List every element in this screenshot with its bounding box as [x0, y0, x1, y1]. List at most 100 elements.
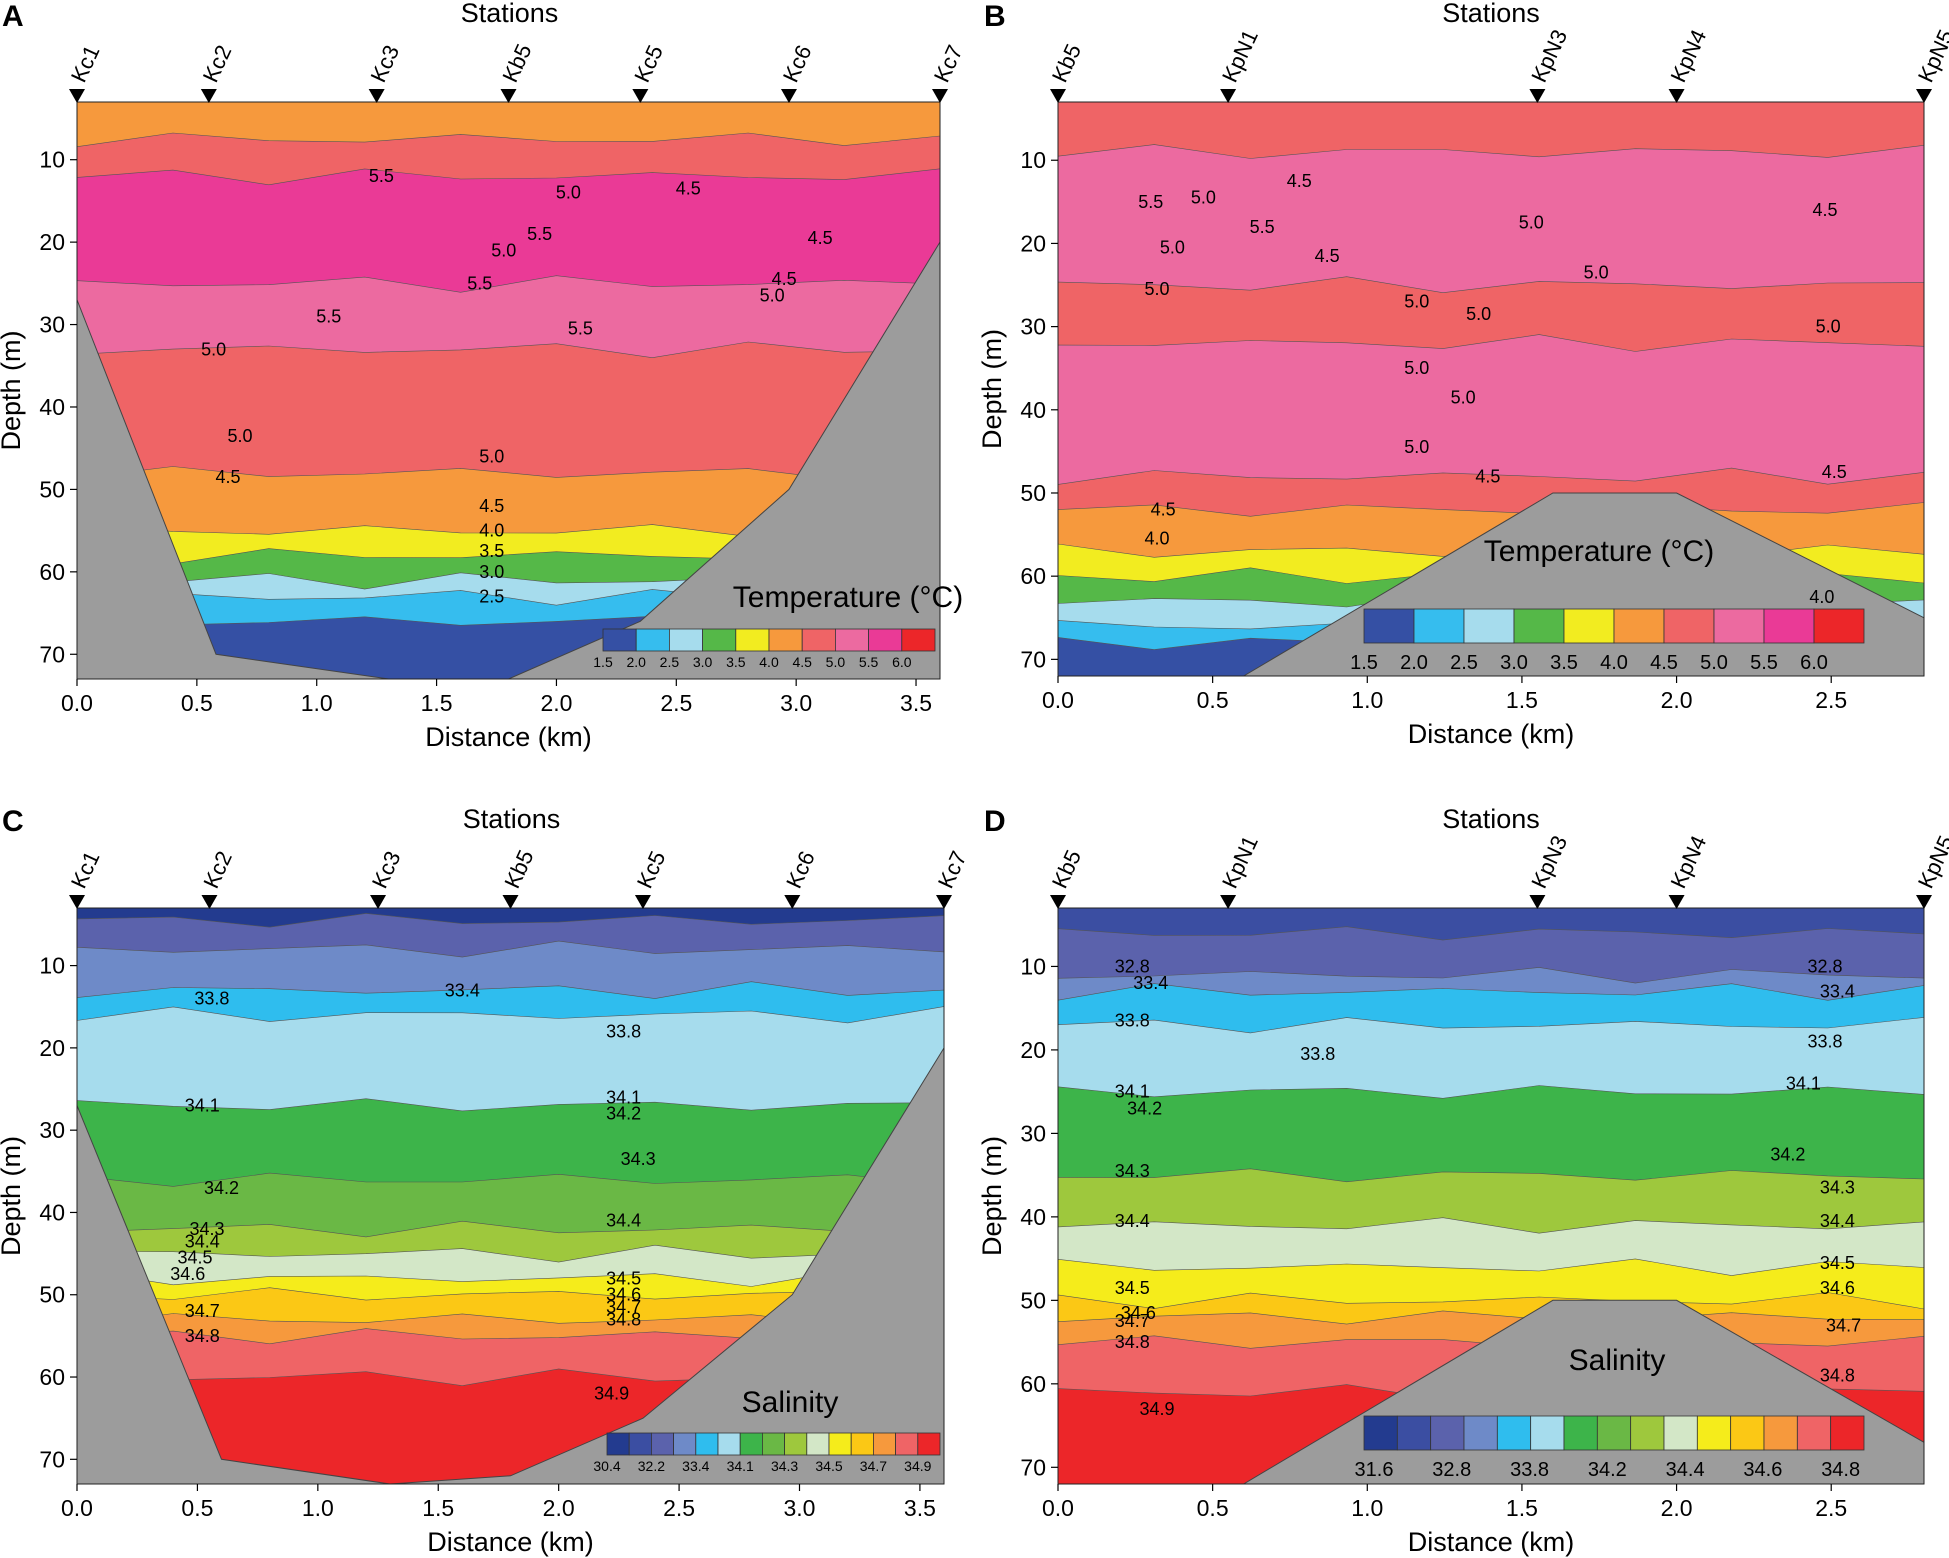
contour-label: 33.8	[1300, 1044, 1335, 1064]
contour-label: 34.2	[606, 1104, 641, 1124]
contour-fills	[1058, 102, 1924, 676]
station-label: Kc1	[66, 41, 105, 86]
contour-label: 34.4	[185, 1231, 220, 1251]
x-tick-label: 3.0	[780, 690, 812, 716]
station-marker	[1050, 89, 1066, 103]
x-tick-label: 0.0	[61, 690, 93, 716]
contour-label: 34.9	[594, 1383, 629, 1403]
contour-label: 32.8	[1115, 956, 1150, 976]
colorbar-tick-label: 34.2	[1588, 1459, 1627, 1481]
station-label: Kc5	[629, 41, 668, 86]
colorbar-tick-label: 34.8	[1821, 1459, 1860, 1481]
station-marker	[1668, 89, 1685, 103]
contour-label: 34.1	[185, 1095, 220, 1115]
contour-label: 34.4	[1115, 1211, 1150, 1231]
station-marker	[200, 89, 217, 103]
x-tick-label: 1.5	[1506, 1495, 1538, 1521]
colorbar-swatch	[1563, 1415, 1598, 1451]
stations-title: Stations	[1442, 804, 1540, 834]
y-tick-label: 40	[39, 1199, 65, 1225]
contour-label: 33.8	[1115, 1011, 1150, 1031]
station-label: Kc6	[781, 847, 820, 892]
colorbar-swatch	[1663, 1415, 1698, 1451]
stations-title: Stations	[463, 804, 561, 834]
colorbar-tick-label: 2.0	[1400, 652, 1428, 674]
y-tick-label: 10	[39, 953, 65, 979]
station-marker	[1220, 89, 1237, 103]
x-tick-label: 0.0	[1042, 687, 1074, 713]
contour-label: 34.7	[185, 1301, 220, 1321]
contour-label: 4.5	[676, 179, 701, 199]
contour-label: 34.8	[1115, 1332, 1150, 1352]
colorbar-swatch	[635, 628, 670, 652]
colorbar-tick-label: 34.4	[1666, 1459, 1705, 1481]
station-marker	[632, 89, 649, 103]
contour-label: 33.4	[1133, 973, 1168, 993]
colorbar-swatch	[1413, 608, 1465, 644]
panel-a: 5.55.0 4.55.5 4.55.05.5 4.55.05.55.55.05.04…	[0, 0, 968, 752]
contour-label: 4.0	[1809, 587, 1834, 607]
x-tick-label: 0.5	[181, 690, 213, 716]
contour-label: 4.5	[1822, 462, 1847, 482]
y-tick-label: 10	[1020, 147, 1046, 173]
contour-label: 5.5	[568, 319, 593, 339]
station-marker	[1050, 895, 1066, 909]
colorbar-tick-label: 5.0	[1700, 652, 1728, 674]
panel-b: 4.5 5.5 5.0 5.5 5.0 4.5 5.0 4.5 5.0 5.0 5.0 5.0 5.0 5…	[977, 0, 1949, 749]
station-marker	[936, 895, 952, 909]
colorbar-tick-label: 2.5	[1450, 652, 1478, 674]
x-tick-label: 2.0	[540, 690, 572, 716]
colorbar-tick-label: 30.4	[593, 1458, 620, 1474]
colorbar-title: Temperature (°C)	[733, 581, 963, 614]
colorbar-swatch	[1396, 1415, 1432, 1451]
station-label: Kb5	[497, 40, 536, 86]
contour-fills	[1058, 908, 1924, 1484]
contour-label: 4.5	[479, 496, 504, 516]
colorbar-swatch	[1796, 1415, 1832, 1451]
contour-label: 34.5	[1115, 1278, 1150, 1298]
colorbar-swatch	[1363, 608, 1415, 644]
contour-label: 34.1	[1115, 1082, 1150, 1102]
colorbar-swatch	[1813, 608, 1865, 644]
colorbar-tick-label: 4.5	[1650, 652, 1678, 674]
contour-label: 34.8	[185, 1326, 220, 1346]
contour-label: 34.7	[1826, 1315, 1861, 1335]
colorbar-swatch	[901, 628, 936, 652]
colorbar-swatch	[1696, 1415, 1732, 1451]
colorbar-tick-label: 5.5	[859, 654, 879, 670]
colorbar-title: Temperature (°C)	[1484, 535, 1714, 568]
colorbar-tick-label: 6.0	[892, 654, 912, 670]
colorbar-tick-label: 33.4	[682, 1458, 709, 1474]
colorbar: 31.6 32.8 33.8 34.2 34.4 34.6 34.8 Salinity	[1355, 1344, 1865, 1481]
y-tick-label: 40	[39, 394, 65, 420]
contour-label: 5.0	[556, 183, 581, 203]
contour-label: 34.3	[1820, 1178, 1855, 1198]
stations-title: Stations	[461, 0, 559, 28]
station-marker	[368, 89, 385, 103]
colorbar-tick-label: 3.0	[1500, 652, 1528, 674]
contour-label: 34.4	[606, 1211, 641, 1231]
y-tick-label: 30	[1020, 1120, 1046, 1146]
y-tick-label: 20	[39, 229, 65, 255]
x-tick-label: 0.0	[1042, 1495, 1074, 1521]
contour-label: 34.1	[606, 1087, 641, 1107]
contour-label: 5.0	[1160, 238, 1185, 258]
station-marker	[1220, 895, 1237, 909]
contour-label: 34.7	[1115, 1311, 1150, 1331]
colorbar-tick-label: 2.0	[626, 654, 646, 670]
station-label: Kb5	[499, 846, 538, 892]
station-label: KpN4	[1665, 832, 1711, 892]
contour-label: 4.5	[1315, 246, 1340, 266]
y-tick-label: 60	[1020, 1371, 1046, 1397]
contour-label: 5.0	[491, 240, 516, 260]
plot-frame	[1057, 907, 1925, 1485]
colorbar-swatch	[628, 1432, 652, 1456]
colorbar-swatch	[717, 1432, 741, 1456]
station-marker	[1529, 895, 1546, 909]
colorbar-tick-label: 32.2	[638, 1458, 665, 1474]
station-marker	[500, 89, 517, 103]
station-marker	[932, 89, 948, 103]
contour-label: 3.0	[479, 562, 504, 582]
colorbar-swatch	[768, 628, 803, 652]
colorbar-swatch	[1763, 608, 1815, 644]
